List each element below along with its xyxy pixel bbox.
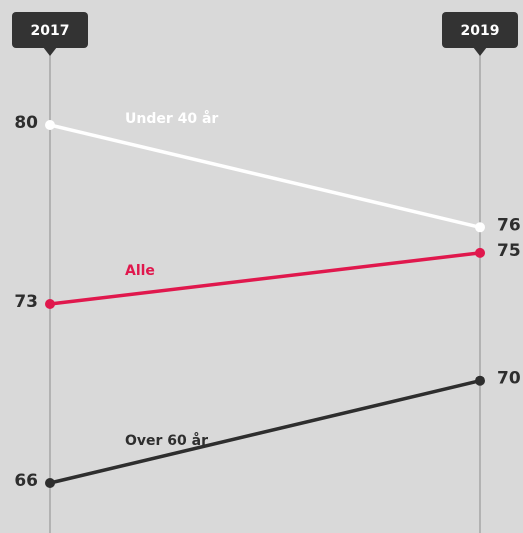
point	[45, 120, 55, 130]
point	[475, 222, 485, 233]
value-label: 76	[497, 215, 521, 235]
value-label: 66	[14, 471, 38, 491]
point	[475, 247, 485, 258]
year-badge	[12, 12, 88, 48]
point	[45, 478, 55, 488]
series-name: Alle	[125, 263, 155, 279]
value-label: 70	[497, 369, 521, 389]
year-label: 2017	[31, 23, 70, 39]
series-name: Under 40 år	[125, 110, 218, 127]
badge-pointer	[43, 47, 57, 56]
badge-pointer	[473, 47, 487, 56]
slope-line	[49, 379, 481, 485]
point	[475, 375, 485, 386]
slope-line	[49, 123, 481, 229]
value-label: 80	[14, 113, 38, 133]
slope-line	[49, 251, 481, 306]
series-name: Over 60 år	[125, 432, 208, 449]
year-label: 2019	[461, 23, 500, 39]
point	[45, 299, 55, 309]
value-label: 75	[497, 241, 521, 261]
value-label: 73	[14, 292, 38, 312]
year-badge	[442, 12, 518, 48]
